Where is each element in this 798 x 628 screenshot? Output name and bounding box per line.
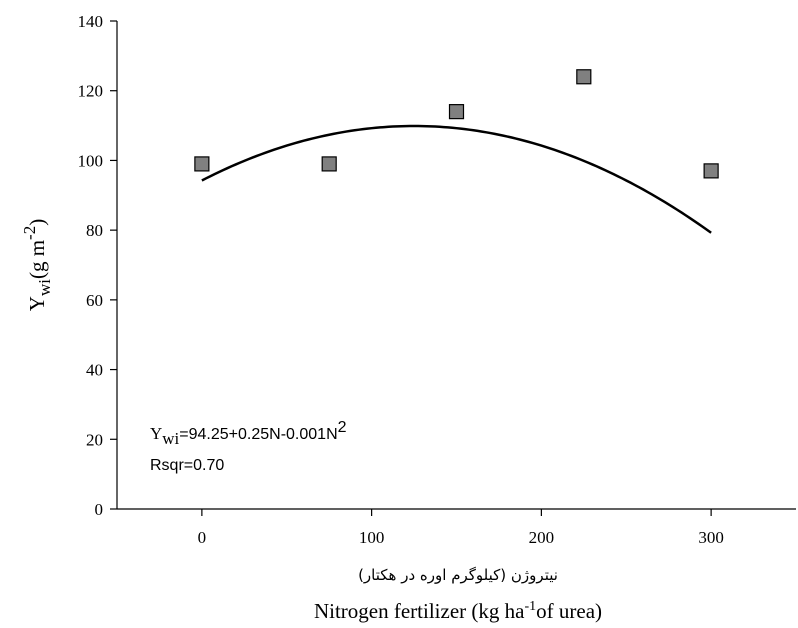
equation-sub: wi: [162, 429, 179, 448]
y-axis-title: Ywi(g m-2): [20, 219, 54, 311]
x-tick-label: 200: [529, 528, 555, 547]
data-point-marker: [321, 156, 337, 172]
y-tick-label: 20: [86, 430, 103, 449]
y-tick-label: 100: [78, 151, 104, 170]
data-point-marker: [194, 156, 210, 172]
rsqr-annotation: Rsqr=0.70: [150, 457, 224, 474]
y-tick-label: 140: [78, 12, 104, 31]
x-axis-title-pre: Nitrogen fertilizer (kg ha: [314, 599, 525, 623]
y-axis-title-close: ): [25, 219, 49, 226]
y-tick-label: 0: [95, 500, 104, 519]
y-axis-title-sup: -2: [20, 226, 39, 240]
data-point-marker: [448, 104, 465, 120]
x-tick-label: 0: [198, 528, 207, 547]
y-axis-title-main: Y: [25, 296, 49, 311]
x-tick-label: 300: [698, 528, 724, 547]
equation-annotation: Ywi=94.25+0.25N-0.001N2: [150, 419, 347, 448]
x-axis-ticks: 0 100 200 300: [198, 509, 724, 547]
equation-body: =94.25+0.25N-0.001N: [179, 426, 337, 443]
y-tick-label: 120: [78, 82, 104, 101]
x-tick-label: 100: [359, 528, 385, 547]
y-tick-label: 80: [86, 221, 103, 240]
equation-sup: 2: [338, 419, 347, 436]
equation-y: Y: [150, 424, 162, 443]
data-point-marker: [576, 69, 592, 85]
x-axis-title-farsi: نيتروژن (كيلوگرم اوره در هكتار): [358, 566, 558, 584]
y-tick-label: 40: [86, 361, 103, 380]
fit-curve: [201, 124, 712, 234]
y-axis-title-unit: (g m: [25, 240, 49, 279]
x-axis-title-sup: -1: [524, 599, 536, 614]
data-points: [194, 69, 719, 179]
data-point-marker: [703, 163, 719, 179]
x-axis-title: Nitrogen fertilizer (kg ha-1of urea): [314, 599, 602, 623]
y-tick-label: 60: [86, 291, 103, 310]
y-axis-ticks: 0 20 40 60 80 100 120 140: [78, 12, 117, 519]
y-axis-title-sub: wi: [35, 279, 54, 296]
x-axis-title-post: of urea): [536, 599, 602, 623]
